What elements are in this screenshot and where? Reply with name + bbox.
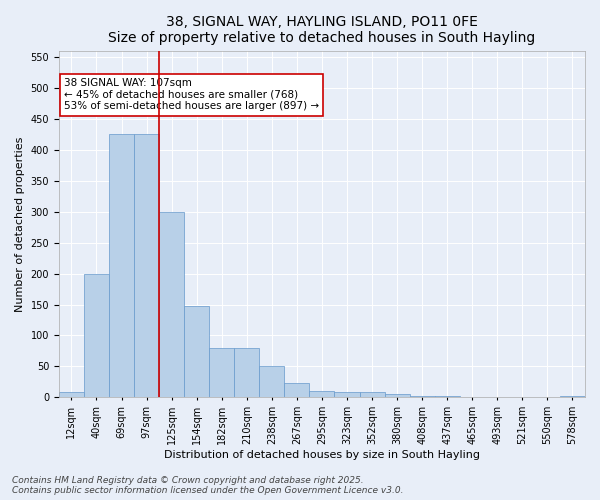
Bar [334, 392, 359, 398]
Bar [134, 134, 159, 398]
Bar [460, 397, 485, 398]
Bar [284, 383, 310, 398]
Bar [109, 134, 134, 398]
Bar [159, 212, 184, 398]
Bar [410, 396, 434, 398]
Bar [84, 274, 109, 398]
Bar [184, 306, 209, 398]
Bar [209, 348, 234, 398]
X-axis label: Distribution of detached houses by size in South Hayling: Distribution of detached houses by size … [164, 450, 480, 460]
Bar [359, 392, 385, 398]
Text: Contains HM Land Registry data © Crown copyright and database right 2025.
Contai: Contains HM Land Registry data © Crown c… [12, 476, 404, 495]
Bar [385, 394, 410, 398]
Bar [310, 390, 334, 398]
Text: 38 SIGNAL WAY: 107sqm
← 45% of detached houses are smaller (768)
53% of semi-det: 38 SIGNAL WAY: 107sqm ← 45% of detached … [64, 78, 319, 112]
Bar [434, 396, 460, 398]
Bar [259, 366, 284, 398]
Bar [560, 396, 585, 398]
Bar [234, 348, 259, 398]
Bar [59, 392, 84, 398]
Y-axis label: Number of detached properties: Number of detached properties [15, 136, 25, 312]
Title: 38, SIGNAL WAY, HAYLING ISLAND, PO11 0FE
Size of property relative to detached h: 38, SIGNAL WAY, HAYLING ISLAND, PO11 0FE… [109, 15, 536, 45]
